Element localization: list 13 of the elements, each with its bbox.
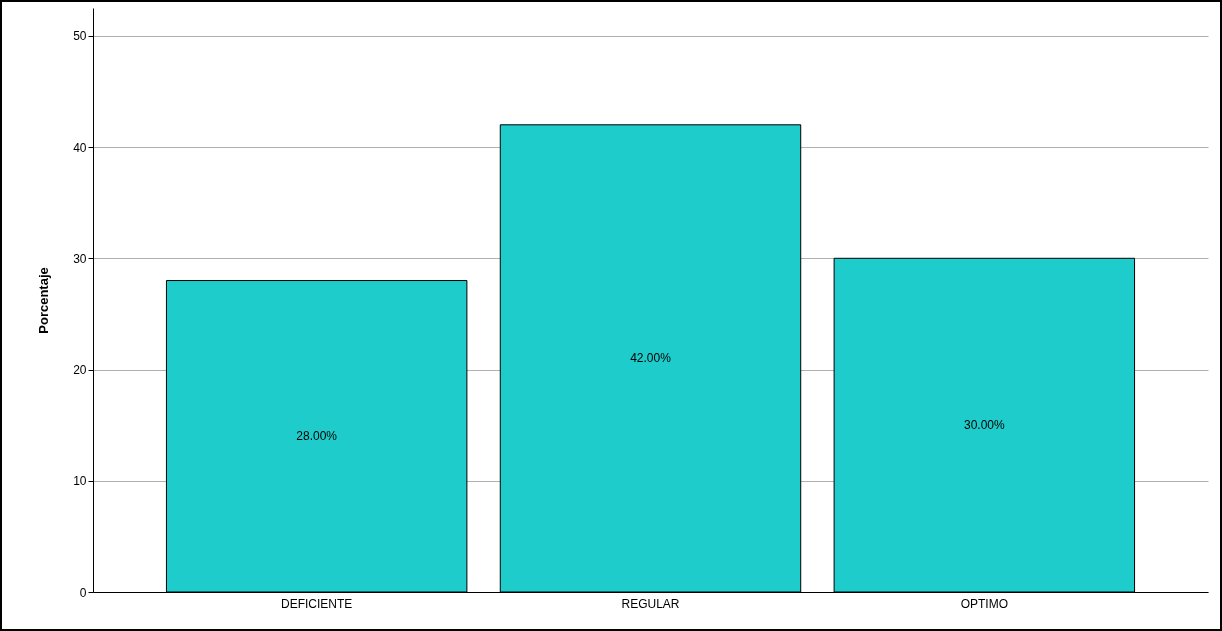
y-tick-label: 20 [73, 363, 87, 378]
y-tick-label: 10 [73, 474, 87, 489]
y-tick-label: 50 [73, 29, 87, 44]
data-label: 42.00% [630, 351, 672, 366]
y-tick-label: 30 [73, 251, 87, 266]
y-axis-title: Porcentaje [36, 267, 52, 334]
x-tick-label: OPTIMO [960, 596, 1008, 611]
x-tick-label: REGULAR [621, 596, 680, 611]
y-tick-label: 40 [73, 140, 87, 155]
data-label: 30.00% [963, 418, 1006, 433]
x-tick-label: DEFICIENTE [281, 596, 353, 611]
data-label: 28.00% [296, 429, 338, 444]
y-tick-label: 0 [79, 585, 87, 600]
